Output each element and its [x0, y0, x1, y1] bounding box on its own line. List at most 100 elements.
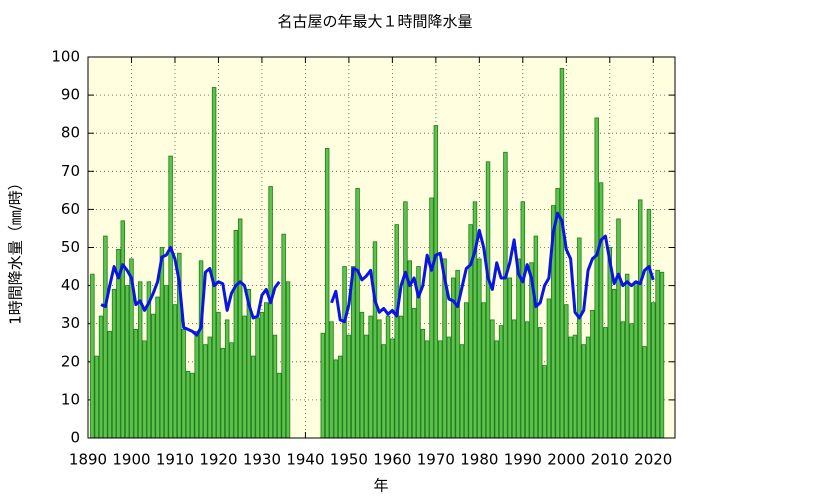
bar [533, 235, 539, 439]
bar [264, 302, 269, 439]
bar [277, 372, 282, 439]
x-tick-label: 1950 [330, 451, 368, 469]
bar [107, 330, 112, 439]
y-tick-label: 20 [61, 352, 80, 370]
y-tick-label: 60 [61, 200, 80, 218]
bar [611, 289, 617, 439]
bar [564, 304, 569, 439]
x-tick-label: 2010 [591, 451, 629, 469]
moving-average-line [100, 211, 655, 337]
x-tick-label: 1940 [286, 451, 324, 469]
bar [398, 315, 404, 439]
bar [598, 182, 604, 439]
bar [220, 348, 226, 439]
bar [585, 336, 591, 439]
bar [103, 235, 108, 439]
bar [590, 309, 595, 439]
bar [364, 334, 369, 439]
bar [111, 289, 117, 439]
bar [333, 359, 339, 439]
bar [381, 344, 386, 439]
bar [537, 327, 543, 439]
y-tick-label: 70 [61, 162, 80, 180]
bar [242, 315, 247, 439]
bar [237, 218, 243, 439]
x-tick-label: 1970 [417, 451, 455, 469]
bar [203, 344, 208, 439]
bar [207, 336, 212, 439]
bar [359, 311, 365, 439]
y-tick-label: 10 [61, 390, 80, 408]
bar [98, 315, 104, 439]
bar [124, 285, 130, 439]
bar [390, 338, 395, 439]
bar [542, 365, 547, 439]
x-tick-label: 1900 [112, 451, 150, 469]
bar [433, 125, 439, 439]
bar [437, 340, 443, 439]
bar [133, 329, 139, 439]
x-tick-label: 1990 [504, 451, 542, 469]
x-tick-label: 1920 [199, 451, 237, 469]
bar [211, 87, 217, 439]
bar [385, 315, 391, 439]
x-tick-label: 1960 [373, 451, 411, 469]
bar [194, 330, 199, 439]
bar [424, 340, 430, 439]
bar [268, 186, 273, 439]
bar [185, 370, 191, 439]
bar [198, 260, 204, 439]
x-axis-label: 年 [373, 477, 388, 495]
bar [255, 317, 260, 439]
bar [142, 340, 147, 439]
bar [577, 237, 582, 439]
bar [637, 199, 643, 439]
bar [411, 308, 417, 439]
bar [337, 355, 343, 439]
bar [190, 372, 195, 439]
bar [324, 148, 330, 439]
bar [481, 302, 486, 439]
bar [646, 208, 652, 439]
bar [281, 233, 286, 439]
bar [181, 329, 186, 439]
bar [494, 340, 499, 439]
bar [368, 315, 373, 439]
bar [90, 273, 95, 439]
bar [464, 302, 469, 439]
bar [342, 266, 347, 439]
x-tick-label: 1980 [460, 451, 498, 469]
bar [581, 344, 586, 439]
bar [620, 321, 626, 439]
bar [351, 266, 356, 439]
bar [372, 241, 378, 439]
bar [507, 277, 512, 439]
bar [607, 247, 613, 439]
bar [624, 273, 630, 439]
bar [329, 321, 334, 439]
bar [659, 271, 665, 439]
bar [159, 247, 165, 439]
bar [603, 327, 608, 439]
x-tick-label: 1930 [243, 451, 281, 469]
bar [594, 117, 599, 439]
bar [651, 302, 656, 439]
bar [490, 319, 495, 439]
y-tick-label: 0 [70, 429, 80, 447]
bar [516, 258, 521, 439]
bar [420, 329, 426, 439]
bar [355, 188, 360, 439]
x-tick-label: 1890 [69, 451, 107, 469]
bar [168, 155, 173, 439]
bar [559, 68, 565, 439]
bar [633, 281, 639, 439]
bar [642, 346, 647, 439]
bar [164, 285, 169, 439]
plot-frame [87, 56, 676, 439]
bar [629, 323, 634, 439]
bar [259, 311, 265, 439]
bar [429, 197, 434, 439]
bar [446, 336, 452, 439]
bar [150, 313, 156, 439]
bar [285, 281, 291, 439]
